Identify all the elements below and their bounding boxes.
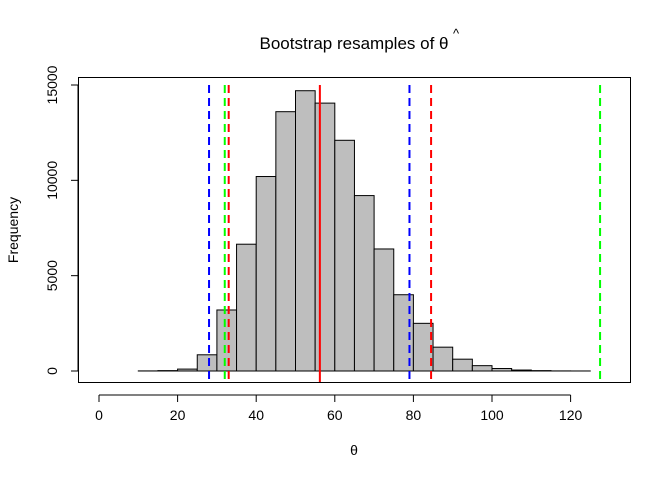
histogram-bar <box>491 368 513 372</box>
histogram-bar <box>196 354 218 372</box>
histogram-bar <box>177 368 198 372</box>
chart-title: Bootstrap resamples of θ <box>260 34 449 53</box>
chart-title-prefix: Bootstrap resamples of <box>260 34 440 53</box>
chart-title-symbol: θ <box>439 34 448 53</box>
x-axis-label: θ <box>350 442 358 458</box>
histogram-bar <box>432 346 454 372</box>
chart-title-accent: ^ <box>453 26 460 41</box>
y-tick-label: 5000 <box>44 260 60 291</box>
x-tick-label: 100 <box>480 407 504 423</box>
y-axis: 0 5000 10000 15000 <box>44 65 79 375</box>
histogram-bar <box>373 248 395 372</box>
y-tick-label: 15000 <box>44 65 60 104</box>
histogram-bar <box>295 90 316 372</box>
histogram-bar <box>236 243 257 372</box>
histogram-bar <box>216 309 238 372</box>
reference-lines <box>208 85 602 382</box>
y-axis-label: Frequency <box>5 197 21 263</box>
histogram-bar <box>314 102 336 372</box>
x-tick-label: 0 <box>95 407 103 423</box>
x-tick-label: 80 <box>406 407 422 423</box>
histogram-bar <box>255 176 277 372</box>
histogram-bar <box>452 358 473 372</box>
histogram-bar <box>334 139 355 372</box>
histogram-bar <box>511 369 532 372</box>
histogram-bar <box>275 111 297 372</box>
x-tick-label: 20 <box>170 407 186 423</box>
x-tick-label: 40 <box>248 407 264 423</box>
histogram-bar <box>353 195 375 372</box>
x-tick-label: 120 <box>559 407 583 423</box>
histogram-bar <box>471 365 493 372</box>
y-tick-label: 10000 <box>44 161 60 200</box>
x-tick-label: 60 <box>327 407 343 423</box>
y-tick-label: 0 <box>44 367 60 375</box>
x-axis: 0 20 40 60 80 100 120 <box>95 394 583 423</box>
